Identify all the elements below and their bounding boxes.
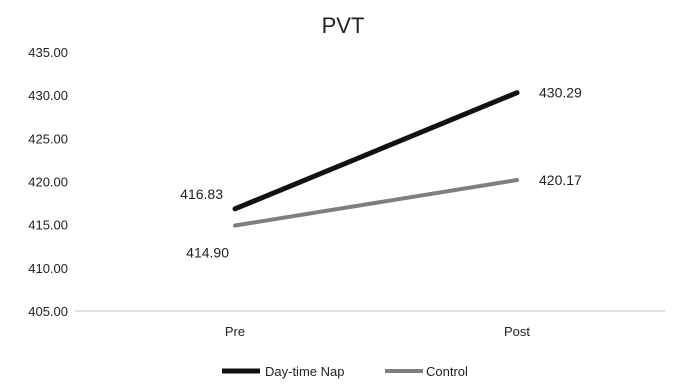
data-labels: 416.83 430.29 414.90 420.17 xyxy=(180,85,582,261)
data-label: 420.17 xyxy=(539,172,582,188)
data-label: 414.90 xyxy=(186,245,229,261)
y-tick-label: 410.00 xyxy=(28,261,68,276)
y-tick-label: 405.00 xyxy=(28,304,68,319)
x-tick-label: Post xyxy=(504,324,530,339)
series-line-day-time-nap xyxy=(232,90,520,212)
y-tick-label: 425.00 xyxy=(28,131,68,146)
series-line-control xyxy=(233,178,519,228)
chart-title: PVT xyxy=(322,13,365,38)
y-tick-label: 420.00 xyxy=(28,175,68,190)
plot-area xyxy=(232,90,520,228)
legend-label: Day-time Nap xyxy=(265,364,344,379)
y-tick-label: 435.00 xyxy=(28,45,68,60)
y-tick-label: 430.00 xyxy=(28,88,68,103)
legend-label: Control xyxy=(426,364,468,379)
data-label: 416.83 xyxy=(180,186,223,202)
x-tick-label: Pre xyxy=(225,324,245,339)
y-tick-label: 415.00 xyxy=(28,218,68,233)
x-axis: Pre Post xyxy=(225,324,531,339)
y-axis: 405.00 410.00 415.00 420.00 425.00 430.00 435.… xyxy=(28,45,68,319)
data-label: 430.29 xyxy=(539,85,582,101)
legend: Day-time Nap Control xyxy=(222,364,468,379)
